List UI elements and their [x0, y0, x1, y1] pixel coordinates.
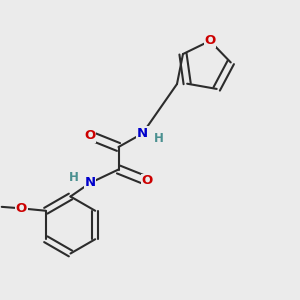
Text: H: H [69, 171, 78, 184]
Text: O: O [141, 174, 153, 188]
Text: O: O [16, 202, 27, 215]
Text: O: O [204, 34, 216, 47]
Text: N: N [137, 127, 148, 140]
Text: H: H [154, 131, 164, 145]
Text: O: O [84, 129, 96, 142]
Text: N: N [84, 176, 96, 190]
